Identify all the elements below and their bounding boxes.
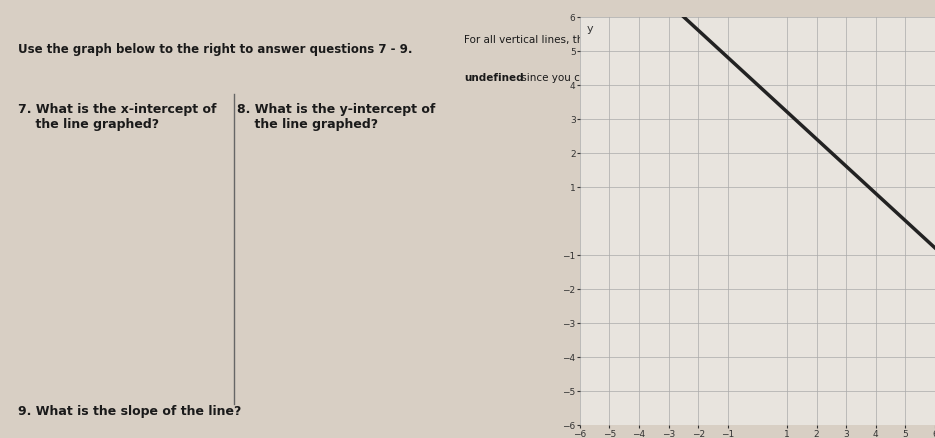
Text: 7. What is the x-intercept of
    the line graphed?: 7. What is the x-intercept of the line g…	[19, 103, 217, 131]
Text: 8. What is the y-intercept of
    the line graphed?: 8. What is the y-intercept of the line g…	[237, 103, 436, 131]
Text: For all vertical lines, the: For all vertical lines, the	[464, 35, 593, 45]
Text: 9. What is the slope of the line?: 9. What is the slope of the line?	[19, 404, 241, 417]
Text: y: y	[587, 24, 594, 34]
Text: since you cannot divide by 0.: since you cannot divide by 0.	[518, 73, 674, 83]
Text: undefined: undefined	[464, 73, 524, 83]
Text: slope of a vertical line is: slope of a vertical line is	[634, 35, 779, 45]
Text: Use the graph below to the right to answer questions 7 - 9.: Use the graph below to the right to answ…	[19, 43, 412, 56]
